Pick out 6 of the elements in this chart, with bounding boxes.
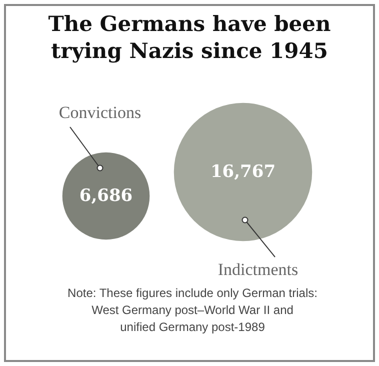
text: The Germans have been trying Nazis since 1945 bbox=[48, 11, 331, 63]
category-label: Convictions bbox=[58, 103, 142, 122]
data-label: 16,767 bbox=[210, 162, 276, 182]
text: Note: These figures include only German trials: West Germany post–World War II and unified Germany post-1989 bbox=[68, 286, 318, 334]
data-label: 6,686 bbox=[79, 186, 133, 206]
category-label: Indictments bbox=[218, 260, 298, 279]
